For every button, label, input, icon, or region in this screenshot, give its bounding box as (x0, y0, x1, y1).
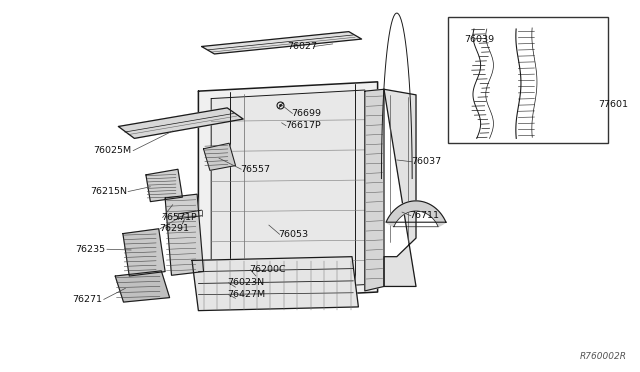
Text: 76699: 76699 (291, 109, 321, 118)
Text: 76027: 76027 (287, 42, 317, 51)
Text: 76271: 76271 (72, 295, 102, 304)
Polygon shape (115, 271, 170, 302)
Text: 76200C: 76200C (250, 265, 286, 274)
Text: 76037: 76037 (411, 157, 441, 166)
Polygon shape (165, 194, 204, 275)
Text: 76617P: 76617P (285, 121, 321, 130)
Polygon shape (146, 169, 182, 202)
Polygon shape (365, 89, 384, 291)
Polygon shape (192, 257, 358, 311)
Text: 76053: 76053 (278, 230, 308, 239)
Text: 76025M: 76025M (93, 146, 131, 155)
Text: 77601: 77601 (598, 100, 628, 109)
Text: 76571P: 76571P (161, 213, 197, 222)
Polygon shape (386, 201, 446, 227)
Text: 76291: 76291 (159, 224, 189, 233)
Polygon shape (204, 143, 236, 170)
Text: 76557: 76557 (240, 165, 270, 174)
Text: 76711: 76711 (410, 211, 440, 220)
Text: 76235: 76235 (76, 245, 106, 254)
Text: 76039: 76039 (464, 35, 494, 44)
Polygon shape (198, 82, 378, 301)
Polygon shape (384, 89, 416, 286)
Polygon shape (118, 108, 243, 138)
Text: R760002R: R760002R (580, 352, 627, 361)
Polygon shape (123, 229, 165, 276)
Polygon shape (202, 32, 362, 54)
Text: 76215N: 76215N (90, 187, 127, 196)
Text: 76427M: 76427M (227, 290, 266, 299)
Bar (448, 17, 608, 143)
Text: 76023N: 76023N (227, 278, 264, 287)
Polygon shape (211, 90, 365, 293)
